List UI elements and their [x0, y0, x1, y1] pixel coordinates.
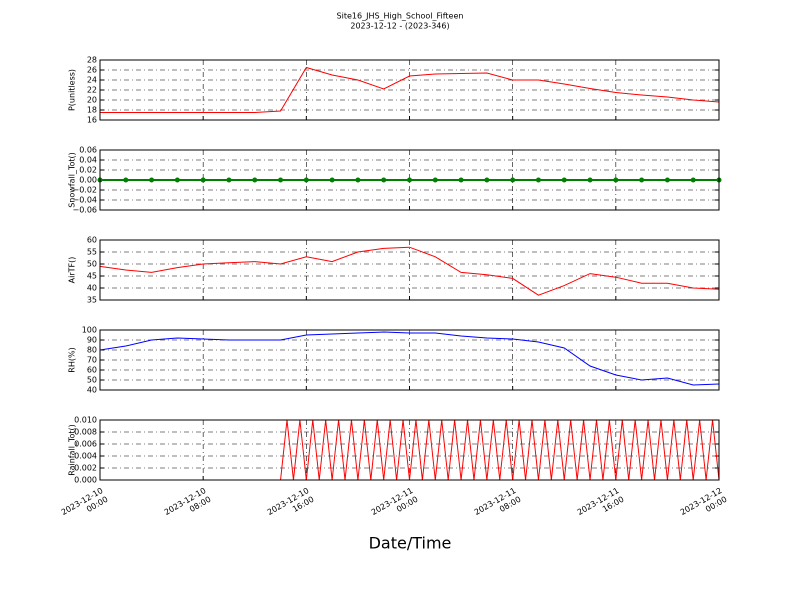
data-point: [278, 177, 284, 183]
y-tick-label: 22: [87, 86, 97, 95]
data-point: [329, 177, 335, 183]
data-point: [535, 177, 541, 183]
plot-frame: [99, 329, 720, 391]
data-point: [303, 177, 309, 183]
y-tick-label: 100: [82, 326, 97, 335]
y-tick-label: −0.02: [72, 186, 97, 195]
y-tick-label: 50: [87, 260, 97, 269]
data-line: [99, 331, 720, 386]
chart-subtitle: 2023-12-12 - (2023-346): [350, 22, 449, 31]
data-point: [690, 177, 696, 183]
y-tick-label: 55: [87, 248, 97, 257]
y-tick-label: 60: [87, 236, 97, 245]
data-line: [100, 66, 720, 113]
y-axis-label: P(unitless): [68, 69, 77, 111]
data-line: [100, 419, 720, 481]
y-tick-label: 60: [87, 366, 97, 375]
y-tick-label: 40: [87, 284, 97, 293]
data-point: [639, 177, 645, 183]
data-point: [510, 177, 516, 183]
data-point: [587, 177, 593, 183]
data-point: [664, 177, 670, 183]
y-tick-label: −0.06: [72, 206, 97, 215]
y-tick-label: 0.000: [74, 476, 97, 485]
data-point: [174, 177, 180, 183]
y-tick-label: −0.04: [72, 196, 97, 205]
plot-frame: [99, 419, 720, 481]
y-tick-label: 45: [87, 272, 97, 281]
plot-frame: [99, 239, 720, 301]
data-point: [484, 177, 490, 183]
y-tick-label: 0.002: [74, 464, 97, 473]
plot-frame: [99, 149, 720, 211]
y-axis-label: Snowfall_Tot(): [68, 152, 77, 208]
y-tick-label: 28: [87, 56, 97, 65]
y-tick-label: 0.008: [74, 428, 97, 437]
y-tick-label: 0.04: [79, 156, 97, 165]
y-tick-label: 0.010: [74, 416, 97, 425]
data-point: [149, 177, 155, 183]
y-tick-label: 0.006: [74, 440, 97, 449]
data-point: [613, 177, 619, 183]
data-point: [200, 177, 206, 183]
y-tick-label: 70: [87, 356, 97, 365]
data-point: [252, 177, 258, 183]
y-tick-label: 35: [87, 296, 97, 305]
data-point: [561, 177, 567, 183]
y-tick-label: 18: [87, 106, 97, 115]
data-point: [226, 177, 232, 183]
x-axis-label: Date/Time: [369, 534, 452, 553]
data-point: [432, 177, 438, 183]
data-line: [99, 246, 720, 296]
y-axis-label: RH(%): [68, 347, 77, 372]
y-axis-label: Rainfall_Tot(): [68, 424, 77, 476]
y-tick-label: 80: [87, 346, 97, 355]
y-tick-label: 50: [87, 376, 97, 385]
y-tick-label: 0.06: [79, 146, 97, 155]
data-point: [381, 177, 387, 183]
y-tick-label: 40: [87, 386, 97, 395]
y-tick-label: 0.004: [74, 452, 97, 461]
plot-frame: [99, 59, 720, 121]
y-tick-label: 16: [87, 116, 97, 125]
chart-title: Site16_JHS_High_School_Fifteen: [337, 12, 464, 21]
y-tick-label: 0.02: [79, 166, 97, 175]
y-tick-label: 90: [87, 336, 97, 345]
y-tick-label: 20: [87, 96, 97, 105]
data-point: [355, 177, 361, 183]
data-point: [458, 177, 464, 183]
data-point: [123, 177, 129, 183]
y-tick-label: 0.00: [79, 176, 97, 185]
data-point: [407, 177, 412, 183]
y-tick-label: 26: [87, 66, 97, 75]
y-tick-label: 24: [87, 76, 97, 85]
y-axis-label: AirTF(): [68, 257, 77, 284]
